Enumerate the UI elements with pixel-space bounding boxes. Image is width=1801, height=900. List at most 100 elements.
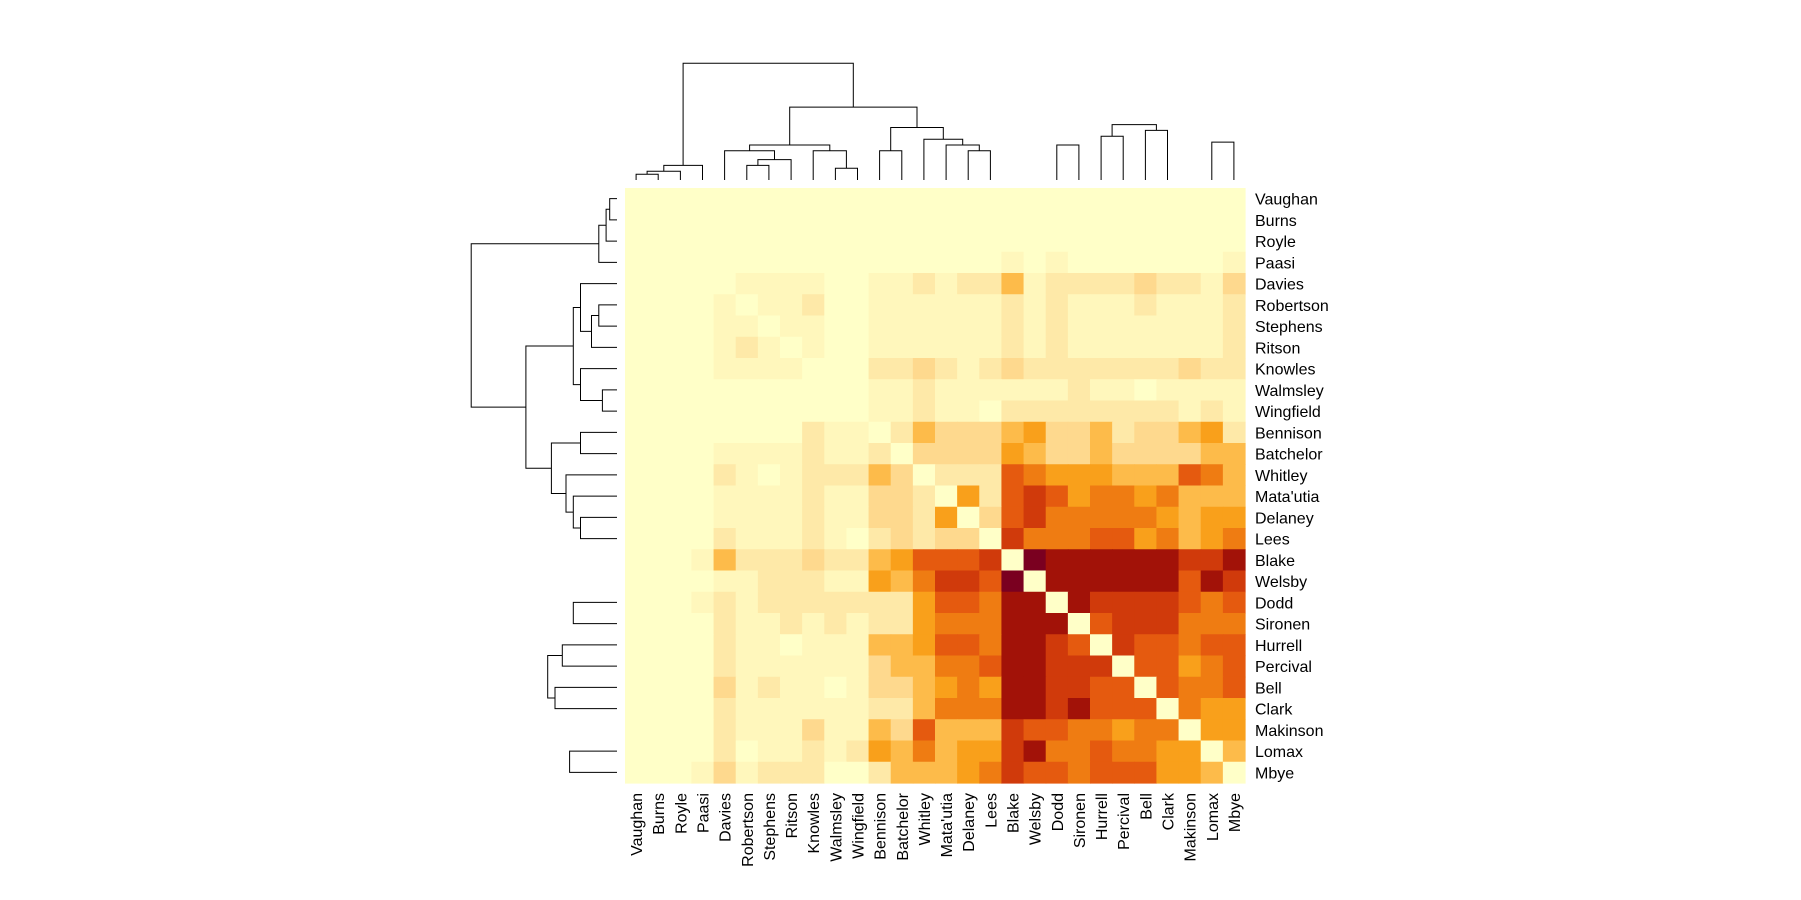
heatmap-cell [691, 400, 715, 423]
heatmap-cell [1178, 379, 1202, 402]
heatmap-cell [890, 740, 914, 763]
heatmap-cell [1045, 315, 1069, 338]
heatmap-cell [1222, 570, 1246, 593]
heatmap-cell [1001, 655, 1025, 678]
heatmap-cell [868, 485, 892, 508]
heatmap-cell [780, 528, 803, 550]
heatmap-cell [890, 485, 914, 508]
heatmap-cell [1112, 358, 1135, 380]
heatmap-cell [780, 273, 803, 295]
heatmap-cell [979, 761, 1003, 784]
heatmap-cell [1156, 294, 1180, 317]
heatmap-cell [1178, 358, 1202, 380]
heatmap-cell [1001, 464, 1025, 487]
heatmap-cell [957, 591, 980, 614]
row-label: Lomax [1255, 744, 1303, 761]
heatmap-cell [625, 294, 648, 317]
heatmap-cell [1001, 294, 1025, 317]
heatmap-cell [935, 634, 958, 657]
heatmap-cell [1112, 294, 1135, 317]
heatmap-cell [757, 506, 781, 529]
heatmap-cell [1045, 400, 1069, 423]
heatmap-cell [979, 188, 1003, 210]
heatmap-cell [647, 634, 670, 657]
heatmap-cell [1200, 676, 1224, 699]
heatmap-cell [1090, 740, 1113, 763]
heatmap-cell [802, 209, 825, 232]
heatmap-cell [1134, 591, 1158, 614]
dendrogram-branch [967, 150, 991, 180]
heatmap-cell [912, 719, 936, 742]
heatmap-cell [757, 655, 781, 678]
row-dendrogram [470, 198, 617, 773]
dendrogram-branch [635, 173, 659, 180]
heatmap-cell [691, 315, 715, 338]
heatmap-cell [735, 294, 759, 317]
heatmap-cell [957, 273, 980, 295]
heatmap-cell [912, 698, 936, 720]
heatmap-cell [757, 358, 781, 380]
heatmap-cell [979, 634, 1003, 657]
heatmap-cell [757, 464, 781, 487]
column-label: Stephens [762, 793, 779, 861]
heatmap-cell [846, 698, 870, 720]
heatmap-cell [868, 443, 892, 465]
heatmap-cell [669, 698, 693, 720]
heatmap-cell [757, 443, 781, 465]
column-label: Walmsley [828, 793, 845, 862]
heatmap-cell [625, 591, 648, 614]
heatmap-cell [691, 421, 715, 444]
heatmap-cell [1023, 613, 1047, 635]
heatmap-cell [647, 400, 670, 423]
heatmap-cell [846, 209, 870, 232]
heatmap-cell [713, 591, 737, 614]
heatmap-cell [868, 761, 892, 784]
heatmap-cell [713, 698, 737, 720]
column-label: Batchelor [895, 792, 912, 860]
heatmap-cell [647, 719, 670, 742]
heatmap-cell [780, 761, 803, 784]
heatmap-cell [1090, 315, 1113, 338]
heatmap-cell [1222, 294, 1246, 317]
heatmap-cell [1222, 230, 1246, 253]
heatmap-cell [1067, 655, 1091, 678]
row-label: Sironen [1255, 617, 1310, 634]
heatmap-cell [957, 719, 980, 742]
heatmap-cell [912, 294, 936, 317]
dendrogram-branch [580, 368, 617, 401]
heatmap-cell [1067, 634, 1091, 657]
row-label: Robertson [1255, 298, 1329, 315]
dendrogram-branch [609, 198, 617, 221]
heatmap-cell [890, 379, 914, 402]
heatmap-cell [691, 528, 715, 550]
heatmap-cell [1200, 464, 1224, 487]
heatmap-cell [846, 506, 870, 529]
heatmap-cell [824, 379, 848, 402]
heatmap-cell [1222, 549, 1246, 572]
heatmap-cell [1134, 315, 1158, 338]
row-label: Hurrell [1255, 638, 1302, 655]
heatmap-cell [647, 761, 670, 784]
heatmap-cell [780, 485, 803, 508]
heatmap-cell [1023, 379, 1047, 402]
heatmap-cell [1001, 209, 1025, 232]
dendrogram-branch [598, 224, 617, 263]
heatmap-cell [824, 294, 848, 317]
heatmap-cell [1023, 188, 1047, 210]
heatmap-cell [824, 464, 848, 487]
dendrogram-branch [554, 686, 617, 710]
heatmap-cell [890, 315, 914, 338]
heatmap-cell [647, 315, 670, 338]
heatmap-cell [1045, 740, 1069, 763]
heatmap-cell [647, 676, 670, 699]
heatmap-cell [1222, 655, 1246, 678]
heatmap-cell [691, 634, 715, 657]
heatmap-cell [1200, 315, 1224, 338]
row-label: Stephens [1255, 319, 1323, 336]
heatmap-cell [735, 443, 759, 465]
column-label: Robertson [740, 793, 757, 867]
dendrogram-branch [572, 495, 617, 529]
heatmap-cell [935, 379, 958, 402]
heatmap-cell [1156, 719, 1180, 742]
heatmap-cell [1090, 676, 1113, 699]
